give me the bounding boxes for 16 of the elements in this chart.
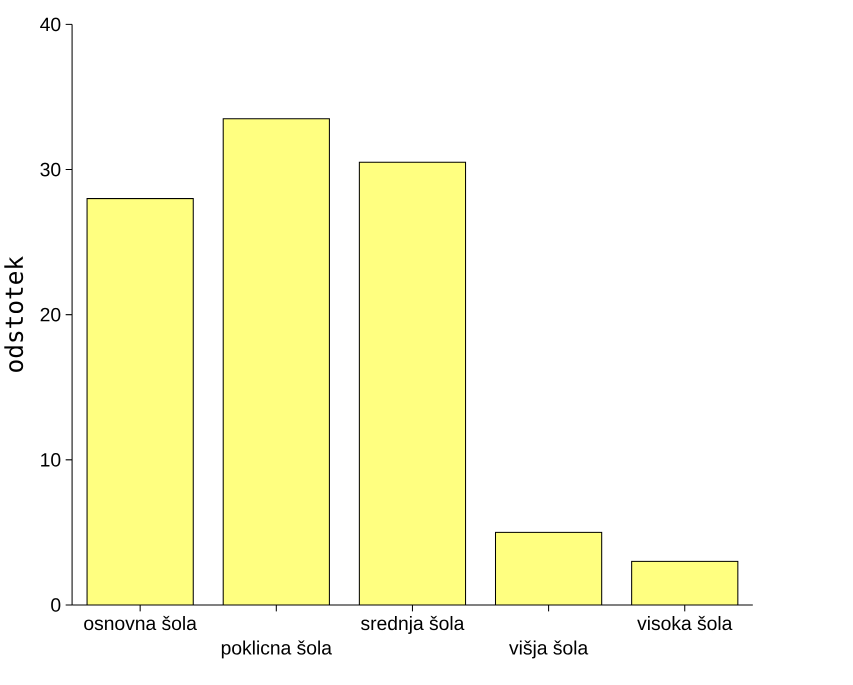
x-tick-label: višja šola [509,640,588,658]
x-tick-label: osnovna šola [84,616,197,630]
x-tick-label: srednja šola [361,616,464,634]
y-tick-label: 20 [40,308,60,322]
y-tick-label: 40 [40,18,60,32]
bar [359,162,466,605]
y-tick-label: 30 [40,162,60,176]
y-tick-label: 10 [41,453,60,467]
bar [223,118,330,605]
y-axis-title: odstotek [4,256,24,372]
y-tick-label: 0 [51,598,60,612]
bar [496,532,602,605]
x-tick-label: visoka šola [637,616,732,630]
x-tick-label: poklicna šola [222,640,332,658]
bar [631,560,738,605]
bar [87,198,194,605]
